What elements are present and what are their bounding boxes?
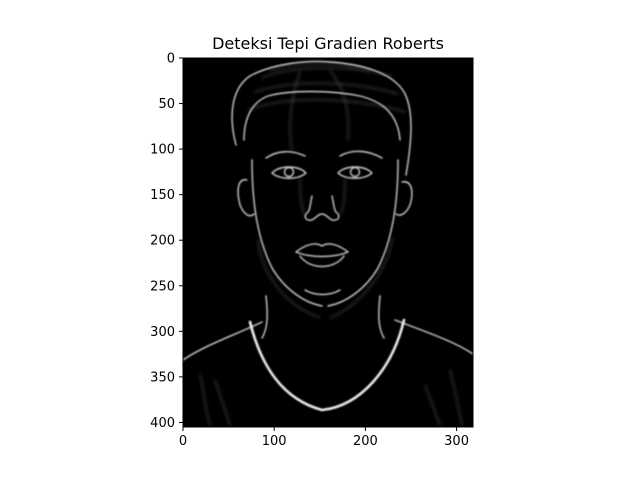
y-tick-label: 250 [150,279,175,294]
x-tick-label: 200 [353,434,378,449]
y-tick-label: 50 [158,97,175,112]
y-tick-label: 150 [150,188,175,203]
x-tick-label: 300 [444,434,469,449]
plot-area [182,57,474,428]
y-axis: 0 50 100 150 200 250 300 350 400 [150,52,183,431]
x-axis: 0 100 200 300 [179,427,469,449]
y-tick-label: 300 [150,325,175,340]
y-tick-label: 350 [150,370,175,385]
edge-detected-face-image [183,60,473,426]
y-tick-label: 100 [150,143,175,158]
y-tick-label: 0 [167,52,175,67]
y-tick-label: 400 [150,416,175,431]
image-background [183,58,473,427]
x-tick-label: 0 [179,434,187,449]
y-tick-label: 200 [150,234,175,249]
x-tick-label: 100 [262,434,287,449]
chart-title: Deteksi Tepi Gradien Roberts [212,34,444,53]
axes-frame [182,57,474,428]
